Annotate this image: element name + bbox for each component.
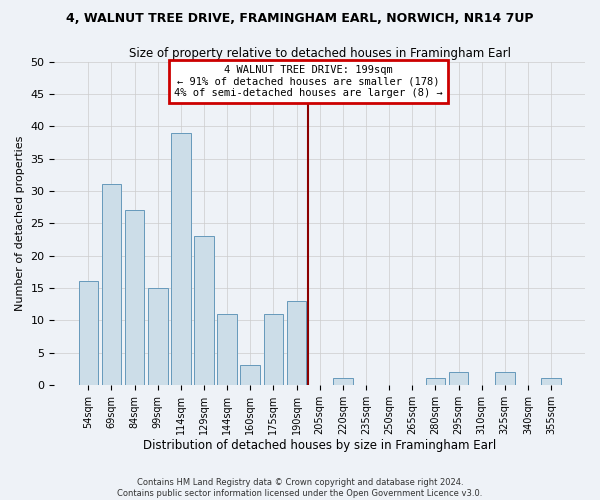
Bar <box>125 210 145 385</box>
Bar <box>148 288 167 385</box>
Bar <box>495 372 515 385</box>
Bar <box>449 372 469 385</box>
Bar <box>217 314 237 385</box>
Text: Contains HM Land Registry data © Crown copyright and database right 2024.
Contai: Contains HM Land Registry data © Crown c… <box>118 478 482 498</box>
Title: Size of property relative to detached houses in Framingham Earl: Size of property relative to detached ho… <box>129 48 511 60</box>
Bar <box>333 378 353 385</box>
Bar <box>194 236 214 385</box>
Y-axis label: Number of detached properties: Number of detached properties <box>15 136 25 311</box>
Bar <box>287 301 307 385</box>
Bar <box>79 282 98 385</box>
Bar <box>263 314 283 385</box>
Bar <box>241 366 260 385</box>
X-axis label: Distribution of detached houses by size in Framingham Earl: Distribution of detached houses by size … <box>143 440 496 452</box>
Bar <box>541 378 561 385</box>
Text: 4 WALNUT TREE DRIVE: 199sqm
← 91% of detached houses are smaller (178)
4% of sem: 4 WALNUT TREE DRIVE: 199sqm ← 91% of det… <box>174 65 443 98</box>
Bar <box>425 378 445 385</box>
Text: 4, WALNUT TREE DRIVE, FRAMINGHAM EARL, NORWICH, NR14 7UP: 4, WALNUT TREE DRIVE, FRAMINGHAM EARL, N… <box>66 12 534 26</box>
Bar <box>171 133 191 385</box>
Bar <box>101 184 121 385</box>
